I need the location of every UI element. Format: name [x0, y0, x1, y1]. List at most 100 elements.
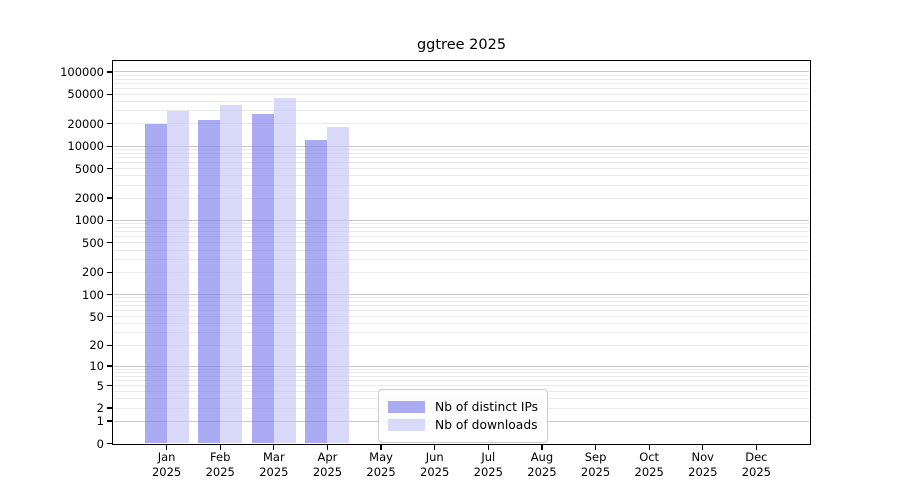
major-gridline — [114, 219, 809, 221]
y-tick-label: 100 — [82, 287, 104, 302]
bar-downloads — [273, 97, 296, 444]
minor-gridline — [114, 249, 809, 251]
y-tick-label: 2000 — [74, 191, 104, 206]
y-tick — [107, 167, 112, 170]
minor-gridline — [114, 344, 809, 346]
x-tick-label: Jan 2025 — [151, 450, 182, 479]
minor-gridline — [114, 297, 809, 299]
minor-gridline — [114, 271, 809, 273]
x-tick-label: Apr 2025 — [312, 450, 343, 479]
y-tick — [107, 271, 112, 273]
bar-downloads — [220, 104, 243, 444]
minor-gridline — [114, 157, 809, 159]
legend-entry-downloads: Nb of downloads — [388, 417, 538, 433]
minor-gridline — [114, 372, 809, 374]
y-tick — [107, 442, 112, 445]
minor-gridline — [114, 82, 809, 84]
minor-gridline — [114, 168, 809, 170]
bar-distinct-ips — [198, 120, 221, 444]
x-tick — [434, 445, 436, 450]
y-tick-label: 20 — [89, 338, 104, 353]
y-tick — [107, 219, 112, 222]
y-tick-label: 200 — [82, 265, 104, 280]
minor-gridline — [114, 323, 809, 325]
x-tick — [648, 445, 650, 450]
y-tick — [107, 93, 112, 95]
legend-label-downloads: Nb of downloads — [435, 418, 538, 432]
minor-gridline — [114, 301, 809, 303]
y-tick-label: 50 — [89, 309, 104, 324]
minor-gridline — [114, 332, 809, 334]
x-tick — [755, 445, 758, 450]
minor-gridline — [114, 197, 809, 199]
minor-gridline — [114, 375, 809, 377]
minor-gridline — [114, 74, 809, 76]
major-gridline — [114, 365, 809, 367]
x-tick-label: Jun 2025 — [420, 450, 450, 479]
minor-gridline — [114, 152, 809, 154]
bar-downloads — [327, 127, 350, 444]
minor-gridline — [114, 184, 809, 186]
x-tick — [326, 445, 329, 450]
minor-gridline — [114, 87, 809, 89]
minor-gridline — [114, 100, 809, 102]
y-tick — [107, 123, 112, 125]
y-tick — [107, 197, 112, 199]
y-tick — [107, 385, 112, 387]
bar-distinct-ips — [144, 123, 167, 444]
x-tick — [541, 445, 543, 450]
minor-gridline — [114, 223, 809, 225]
y-tick — [107, 420, 112, 422]
bar-distinct-ips — [251, 114, 274, 444]
y-tick — [107, 407, 112, 409]
minor-gridline — [114, 236, 809, 238]
major-gridline — [114, 71, 809, 73]
y-tick-label: 1 — [96, 414, 104, 429]
x-tick-label: Feb 2025 — [205, 450, 235, 479]
x-tick — [594, 445, 597, 450]
major-gridline — [114, 145, 809, 147]
y-tick-label: 20000 — [67, 116, 104, 131]
y-tick-label: 10000 — [67, 139, 104, 154]
y-tick-label: 2 — [96, 401, 104, 416]
y-tick — [107, 71, 112, 73]
minor-gridline — [114, 380, 809, 382]
y-tick — [107, 365, 112, 367]
x-tick — [380, 445, 382, 450]
minor-gridline — [114, 310, 809, 312]
legend-entry-distinct-ips: Nb of distinct IPs — [388, 399, 538, 415]
y-tick-label: 5000 — [74, 161, 104, 176]
minor-gridline — [114, 175, 809, 177]
x-tick-label: May 2025 — [366, 450, 396, 479]
legend-swatch-distinct-ips — [388, 401, 425, 413]
y-tick — [107, 242, 112, 244]
minor-gridline — [114, 316, 809, 318]
legend-label-distinct-ips: Nb of distinct IPs — [435, 400, 539, 414]
x-tick-label: Aug 2025 — [527, 450, 557, 479]
x-tick-label: Mar 2025 — [259, 450, 289, 479]
y-tick-label: 50000 — [67, 87, 104, 102]
y-tick-label: 10 — [89, 359, 104, 374]
x-tick-label: Dec 2025 — [741, 450, 772, 479]
y-tick — [107, 344, 112, 346]
minor-gridline — [114, 149, 809, 151]
x-tick — [487, 445, 489, 450]
x-tick — [219, 445, 221, 450]
minor-gridline — [114, 162, 809, 164]
minor-gridline — [114, 385, 809, 387]
minor-gridline — [114, 123, 809, 125]
minor-gridline — [114, 368, 809, 370]
legend-swatch-downloads — [388, 419, 425, 431]
minor-gridline — [114, 305, 809, 307]
x-tick — [165, 445, 168, 450]
minor-gridline — [114, 78, 809, 80]
x-tick — [702, 445, 704, 450]
minor-gridline — [114, 93, 809, 95]
y-tick-label: 0 — [96, 436, 104, 451]
chart-title: ggtree 2025 — [416, 37, 507, 53]
y-tick-label: 500 — [82, 235, 104, 250]
x-tick-label: Jul 2025 — [473, 450, 503, 479]
x-tick-label: Sep 2025 — [580, 450, 611, 479]
